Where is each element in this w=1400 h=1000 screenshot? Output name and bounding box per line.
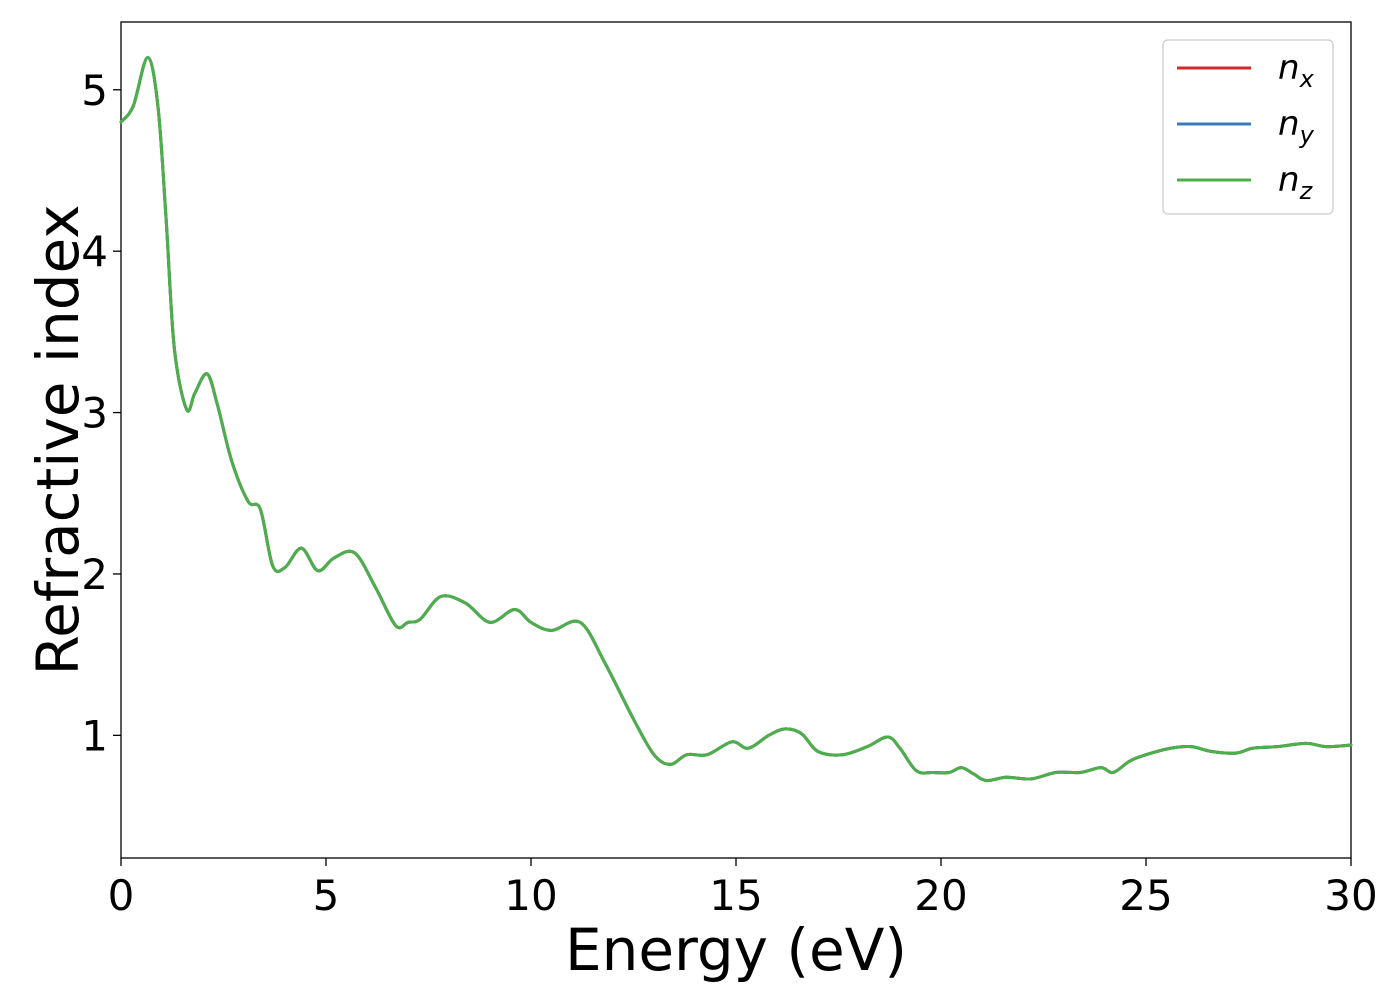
legend-label-z: nz [1278, 160, 1314, 205]
series-line-z [119, 56, 1353, 783]
legend-label-x: nx [1278, 48, 1315, 93]
x-axis-ticks: 0 5 10 15 20 25 30 [108, 858, 1378, 920]
y-axis-label: Refractive index [24, 204, 92, 675]
x-tick-label: 15 [709, 871, 762, 920]
x-tick-label: 20 [914, 871, 967, 920]
x-tick-label: 30 [1324, 871, 1377, 920]
y-tick-label: 5 [81, 66, 108, 115]
legend: nx ny nz [1162, 39, 1334, 215]
x-axis-label: Energy (eV) [565, 916, 907, 984]
x-tick-label: 10 [504, 871, 557, 920]
y-tick-label: 1 [81, 711, 108, 760]
y-tick-label: 4 [81, 227, 108, 276]
x-tick-label: 5 [313, 871, 340, 920]
y-tick-label: 3 [81, 389, 108, 438]
x-tick-label: 25 [1119, 871, 1172, 920]
legend-box [1162, 39, 1334, 215]
y-tick-label: 2 [81, 550, 108, 599]
series-layer [119, 56, 1353, 783]
x-tick-label: 0 [108, 871, 135, 920]
y-axis-ticks: 1 2 3 4 5 [81, 66, 121, 760]
legend-label-y: ny [1278, 104, 1315, 149]
